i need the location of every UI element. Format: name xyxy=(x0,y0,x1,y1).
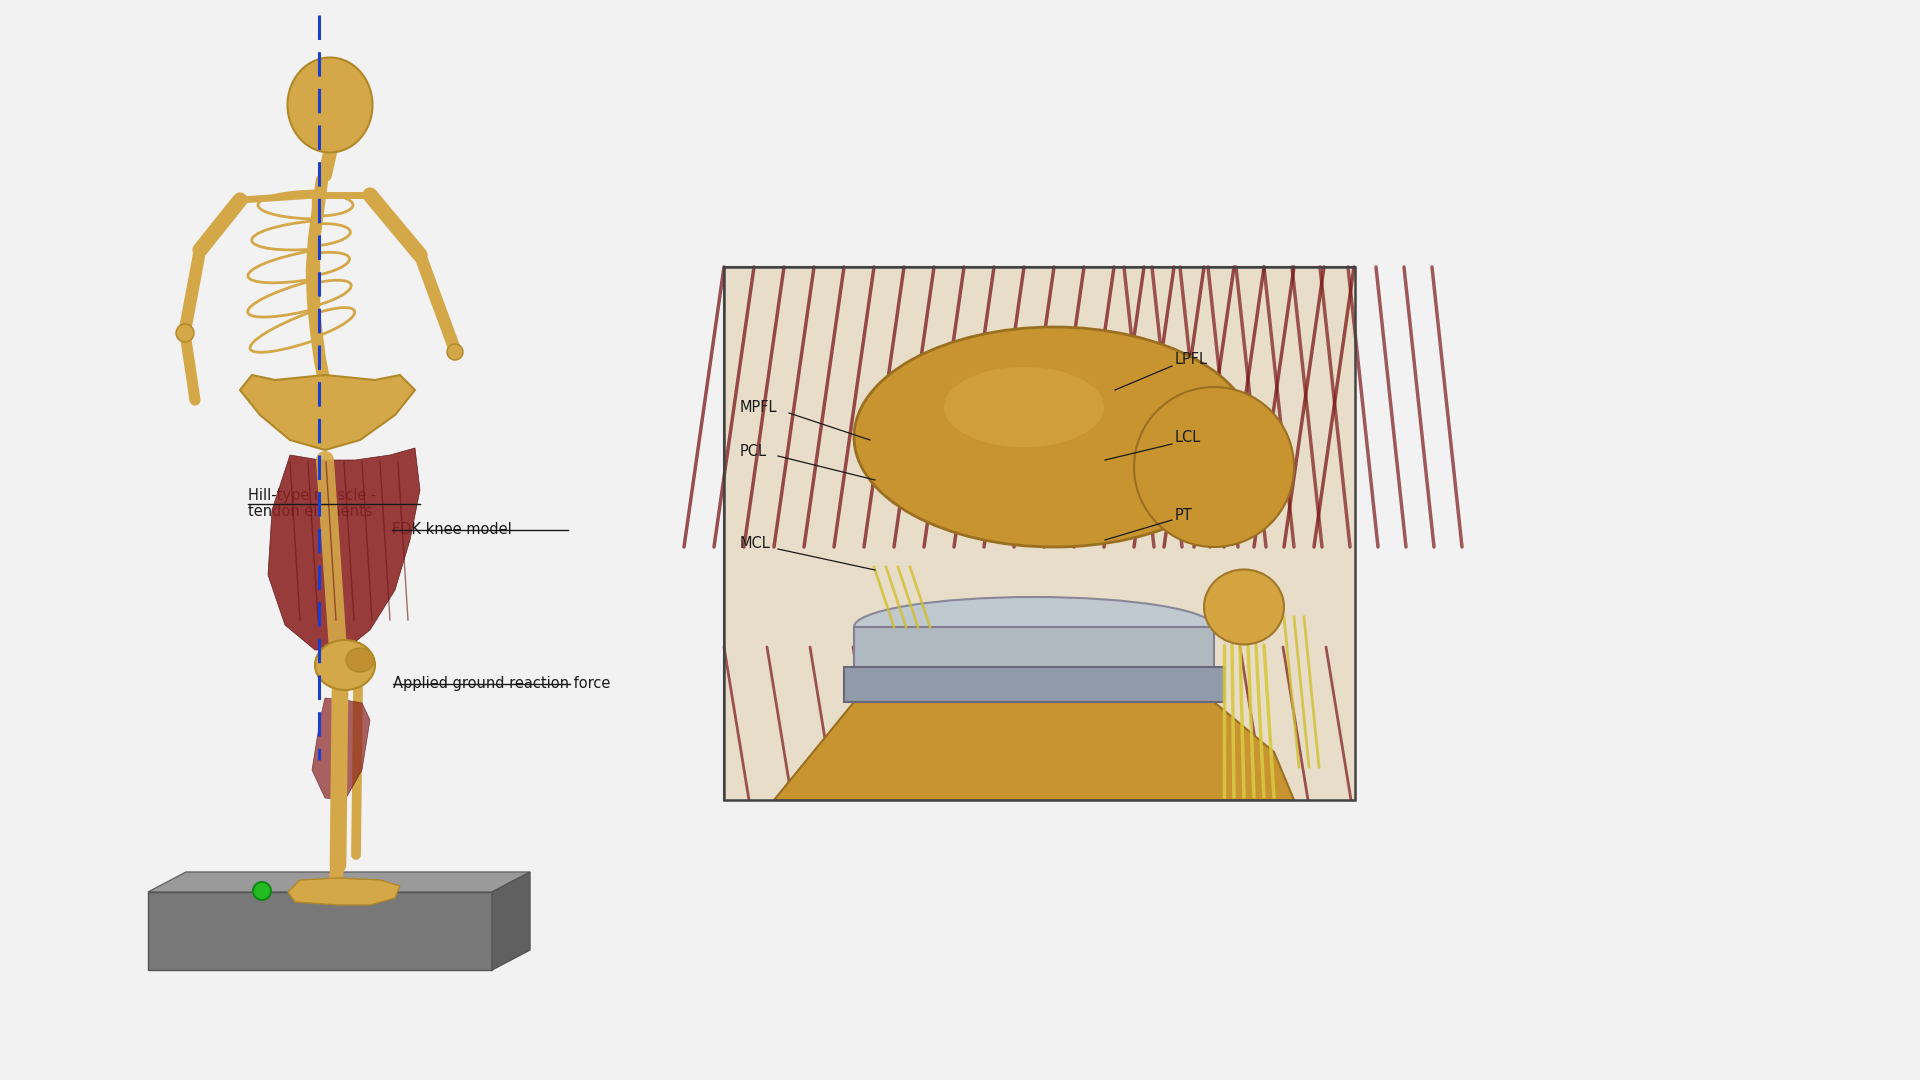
Ellipse shape xyxy=(945,367,1104,447)
Circle shape xyxy=(447,345,463,360)
Polygon shape xyxy=(288,878,399,905)
Bar xyxy=(854,627,1213,672)
Text: PCL: PCL xyxy=(739,445,766,459)
Text: LCL: LCL xyxy=(1175,431,1202,445)
Bar xyxy=(724,267,1356,800)
Text: MPFL: MPFL xyxy=(739,401,778,416)
Ellipse shape xyxy=(346,648,374,672)
Polygon shape xyxy=(492,872,530,970)
Text: tendon elements: tendon elements xyxy=(248,504,372,519)
Ellipse shape xyxy=(1204,569,1284,645)
Text: FDK knee model: FDK knee model xyxy=(392,522,513,537)
Ellipse shape xyxy=(288,57,372,152)
Ellipse shape xyxy=(854,327,1254,546)
Text: Applied ground reaction force: Applied ground reaction force xyxy=(394,676,611,691)
Ellipse shape xyxy=(854,597,1213,657)
Circle shape xyxy=(253,882,271,900)
Bar xyxy=(845,667,1225,702)
Text: LPFL: LPFL xyxy=(1175,352,1208,367)
Polygon shape xyxy=(774,702,1294,800)
Text: PT: PT xyxy=(1175,508,1192,523)
Ellipse shape xyxy=(1135,387,1294,546)
Bar xyxy=(724,267,1356,800)
Ellipse shape xyxy=(315,640,374,690)
Polygon shape xyxy=(311,698,371,800)
Polygon shape xyxy=(240,375,415,450)
Bar xyxy=(148,892,492,970)
Circle shape xyxy=(177,324,194,342)
Text: MCL: MCL xyxy=(739,537,770,552)
Bar xyxy=(724,267,1356,800)
Polygon shape xyxy=(269,448,420,650)
Text: Hill-type muscle -: Hill-type muscle - xyxy=(248,488,376,503)
Polygon shape xyxy=(148,872,530,892)
